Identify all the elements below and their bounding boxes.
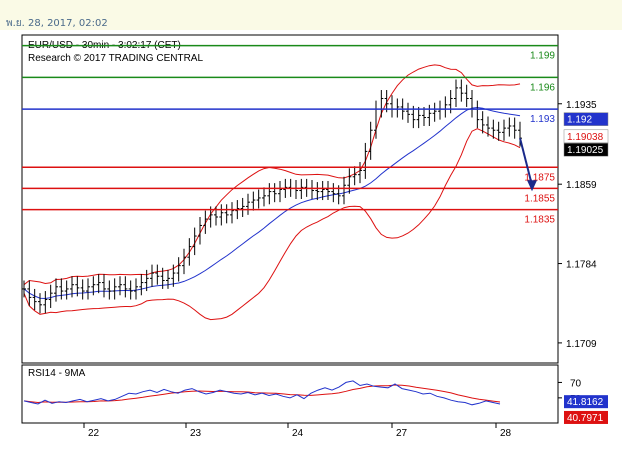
- bollinger-lower-line: [23, 128, 521, 321]
- time-tick-label: 22: [88, 428, 100, 439]
- rsi-label: RSI14 - 9MA: [28, 368, 86, 379]
- price-tick-label: 1.1709: [566, 339, 597, 350]
- level-label: 1.1855: [524, 193, 555, 204]
- datetime-label: พ.ย. 28, 2017, 02:02: [6, 18, 108, 29]
- price-badges: 1.192 1.19038 1.19025: [563, 112, 609, 157]
- price-tick-label: 1.1935: [566, 100, 597, 111]
- time-tick-label: 28: [500, 428, 512, 439]
- level-label: 1.1875: [524, 172, 555, 183]
- price-tick-label: 1.1784: [566, 260, 597, 271]
- price-badge-label: 1.19038: [567, 132, 604, 143]
- price-badge: [563, 142, 609, 157]
- support-resistance-levels: 1.199 1.196 1.193 1.1875 1.1855 1.1835: [22, 44, 558, 226]
- level-label: 1.196: [530, 82, 555, 93]
- price-plot-frame: [21, 34, 559, 364]
- time-tick-label: 24: [292, 428, 304, 439]
- rsi-lines: [23, 380, 501, 406]
- level-label: 1.199: [530, 51, 555, 62]
- forecast-arrow-shaft: [519, 137, 533, 186]
- rsi-line: [23, 380, 501, 406]
- rsi-tick-label: 70: [570, 378, 582, 389]
- price-badge: [563, 129, 609, 144]
- rsi-plot-frame: [21, 364, 559, 424]
- price-badge-label: 1.192: [567, 115, 592, 126]
- price-tick-label: 1.1859: [566, 180, 597, 191]
- rsi-badge: [564, 395, 608, 409]
- level-label: 1.193: [530, 114, 555, 125]
- rsi-badge: [564, 410, 608, 424]
- copyright-label: Research © 2017 TRADING CENTRAL: [28, 53, 203, 64]
- time-tick-label: 27: [396, 428, 408, 439]
- moving-average: [23, 106, 521, 300]
- price-axis: 1.1935 1.1859 1.1784 1.1709: [558, 100, 597, 350]
- rsi-badge-label: 41.8162: [567, 397, 604, 408]
- rsi-badge-label: 40.7971: [567, 413, 604, 424]
- ma-line: [23, 106, 521, 300]
- top-bar: พ.ย. 28, 2017, 02:02: [0, 0, 622, 31]
- level-label: 1.1835: [524, 215, 555, 226]
- time-axis: 22 23 24 27 28: [83, 423, 512, 439]
- chart-panel: EUR/USD - 30min - 3:02:17 (CET) Research…: [0, 30, 622, 459]
- forecast-arrow: [519, 137, 537, 192]
- price-badge: [563, 112, 609, 126]
- price-badge-label: 1.19025: [567, 145, 604, 156]
- chart-svg: EUR/USD - 30min - 3:02:17 (CET) Research…: [21, 34, 609, 439]
- forecast-arrow-head: [527, 180, 537, 192]
- price-bars: [22, 79, 522, 314]
- time-tick-label: 23: [190, 428, 202, 439]
